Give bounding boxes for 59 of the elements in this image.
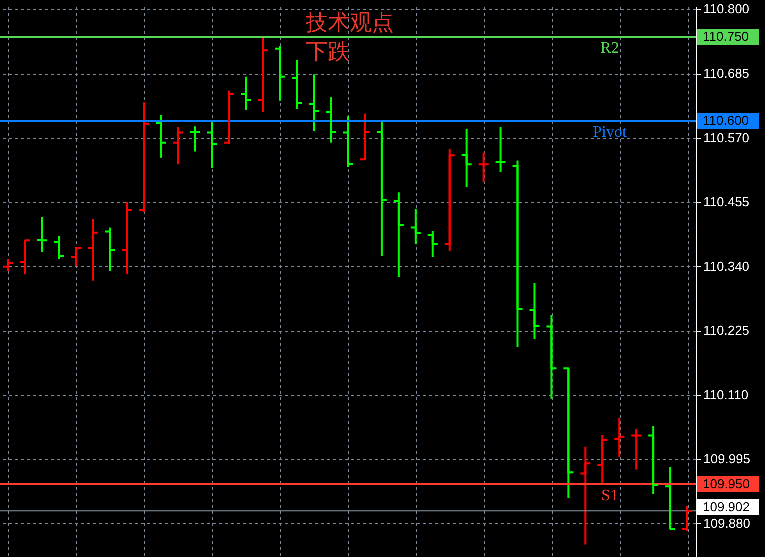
candlestick (274, 45, 286, 102)
candlestick (104, 226, 116, 272)
candlestick (358, 112, 371, 162)
candlestick (223, 90, 236, 146)
candlestick (189, 126, 202, 153)
candlestick (155, 114, 168, 159)
candlestick (512, 160, 524, 348)
candlestick (138, 102, 150, 214)
candlestick (342, 116, 354, 168)
candlestick (410, 208, 422, 245)
candlestick (614, 417, 626, 458)
y-tick-label: 109.950 (703, 476, 750, 492)
candlestick (562, 367, 575, 500)
candlestick (494, 126, 507, 174)
candlestick (240, 76, 252, 112)
candlestick (596, 434, 609, 486)
candlestick (478, 152, 490, 184)
y-tick-label: 110.570 (704, 130, 750, 146)
candlestick (53, 235, 66, 260)
candlestick (70, 246, 82, 268)
candlestick (580, 446, 592, 546)
y-tick-label: 110.110 (704, 387, 749, 402)
candlestick (392, 192, 405, 279)
candlestick (121, 201, 134, 276)
candlestick (546, 314, 558, 400)
y-tick-label: 110.800 (704, 2, 750, 17)
candlestick (682, 505, 694, 532)
candlestick (648, 425, 660, 496)
candlestick (2, 258, 14, 272)
candlestick (308, 74, 320, 132)
candlestick (291, 59, 304, 110)
candlestick (206, 120, 218, 169)
candlestick (19, 239, 32, 276)
chart-title: 技术观点 (305, 10, 394, 35)
y-tick-label: 110.600 (703, 113, 750, 128)
candlestick (460, 128, 473, 188)
y-tick-label: 110.225 (704, 323, 750, 338)
candlestick (630, 428, 643, 471)
y-tick-label: 110.455 (704, 194, 750, 210)
y-tick-label: 110.750 (703, 29, 750, 44)
candlestick (36, 216, 48, 254)
candlestick (426, 230, 439, 258)
text: 下跌 (306, 39, 350, 64)
y-tick-label: 109.995 (704, 452, 750, 467)
y-tick-label: 109.902 (703, 499, 750, 514)
candlestick (376, 120, 388, 258)
candlestick (172, 126, 184, 166)
candlestick (444, 148, 456, 252)
candlestick (528, 282, 541, 340)
candlestick (325, 96, 338, 144)
candlestick (257, 36, 270, 114)
ref-line-label: R2 (600, 40, 620, 58)
ref-line-label: S1 (602, 487, 618, 504)
y-tick-label: 109.880 (704, 516, 750, 531)
candlestick (87, 218, 100, 282)
y-tick-label: 110.685 (704, 66, 750, 82)
ref-line-label: Pivot (593, 124, 628, 142)
candlestick (664, 466, 677, 530)
y-tick-label: 110.340 (704, 258, 750, 274)
